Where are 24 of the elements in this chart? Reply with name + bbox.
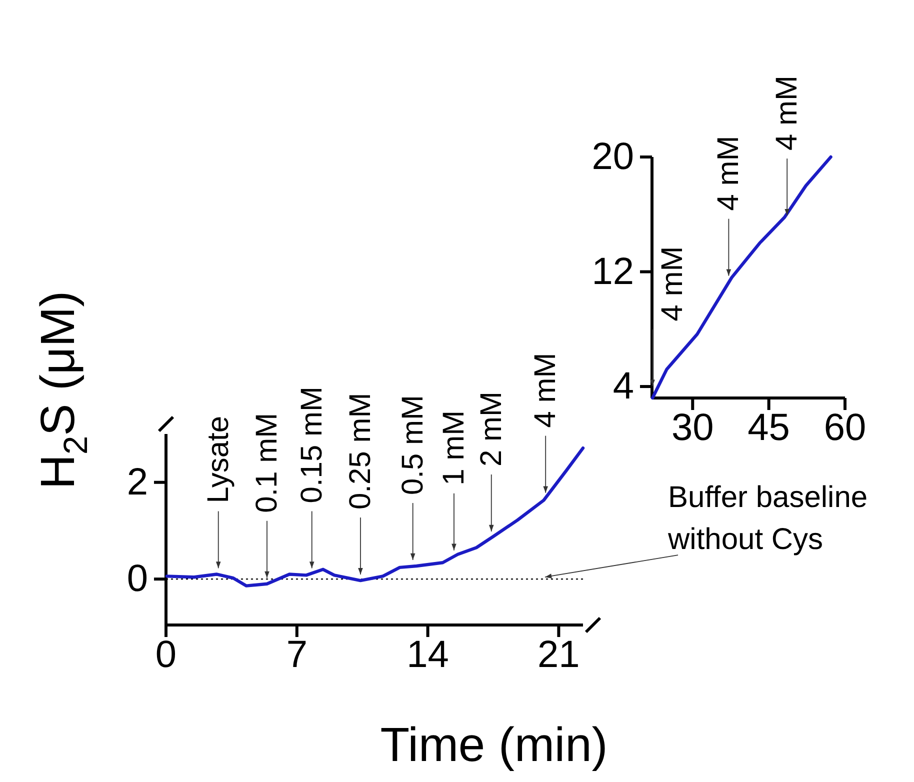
annotation: 0.1 mM (250, 412, 284, 513)
x-tick-label: 0 (155, 634, 177, 676)
annotation: 4 mM (529, 352, 562, 428)
y-tick-label: 4 (612, 366, 634, 408)
x-axis-title: Time (min) (380, 718, 608, 772)
x-tick-label: 30 (671, 407, 714, 449)
y-tick-label: 12 (592, 250, 634, 293)
x-tick-label: 60 (824, 407, 866, 449)
annotation: 0.15 mM (295, 386, 328, 504)
annotation: 0.5 mM (396, 394, 430, 496)
x-tick-label: 7 (286, 634, 308, 676)
annotation: 2 mM (474, 391, 508, 466)
y-tick-label: 2 (126, 461, 148, 504)
annotation: 0.25 mM (344, 392, 377, 510)
x-tick-label: 21 (538, 634, 580, 676)
annotation: 4 mM (656, 246, 690, 322)
y-tick-label: 20 (592, 136, 634, 178)
annotation: Lysate (202, 416, 235, 504)
annotation: 4 mM (712, 136, 746, 211)
annotation: 4 mM (770, 76, 804, 151)
ref-line-label: Buffer baseline without Cys (667, 481, 868, 556)
annotation: 1 mM (437, 410, 470, 486)
x-tick-label: 45 (748, 407, 790, 449)
x-tick-label: 14 (406, 634, 449, 676)
